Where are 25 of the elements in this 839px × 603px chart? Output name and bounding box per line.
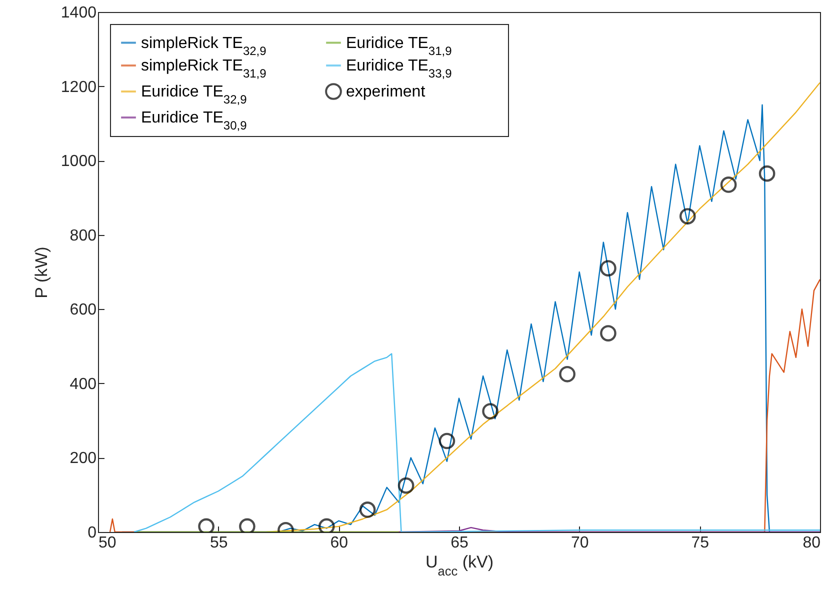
y-tick-label: 200	[70, 450, 97, 468]
y-tick-label: 0	[88, 524, 97, 542]
legend-label: experiment	[346, 84, 426, 100]
x-tick-label: 60	[330, 534, 348, 552]
x-tick-label: 50	[98, 534, 116, 552]
y-tick-label: 600	[70, 302, 97, 319]
line-series	[134, 353, 820, 532]
y-tick-label: 400	[70, 376, 97, 393]
y-tick-label: 1000	[60, 153, 97, 170]
legend-label: Euridice TE$_{33,9}$	[346, 58, 452, 80]
x-tick-label: 75	[691, 534, 710, 552]
y-tick-label: 1400	[60, 4, 97, 22]
legend-label: simpleRick TE$_{31,9}$	[141, 58, 267, 80]
x-tick-label: 70	[570, 534, 589, 552]
legend-label: Euridice TE$_{30,9}$	[141, 110, 248, 132]
legend-label: Euridice TE$_{32,9}$	[141, 84, 248, 106]
y-tick-label: 800	[70, 227, 97, 244]
x-tick-label: 80	[802, 534, 821, 552]
x-tick-label: 65	[450, 534, 468, 552]
y-tick-label: 1200	[60, 78, 97, 96]
x-axis-title: U$_{acc}$ (kV)	[425, 552, 494, 578]
legend-label: simpleRick TE$_{32,9}$	[141, 34, 267, 58]
legend-label: Euridice TE$_{31,9}$	[346, 34, 452, 58]
y-axis-title: P (kW)	[32, 246, 51, 298]
x-tick-label: 55	[210, 534, 228, 552]
